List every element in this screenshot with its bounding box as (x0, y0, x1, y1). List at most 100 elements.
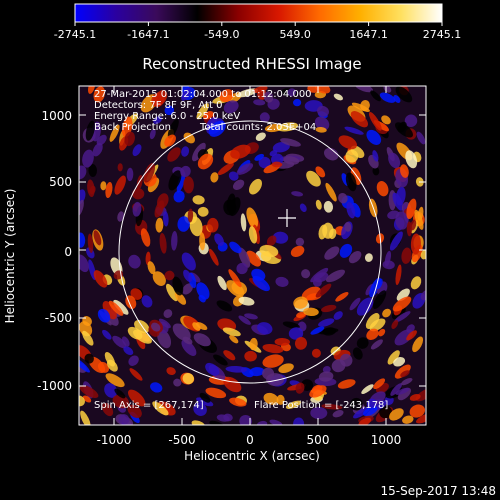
y-tick-label: 1000 (41, 109, 72, 123)
image-blob (409, 404, 426, 418)
image-blob (253, 99, 266, 106)
image-blob (82, 330, 94, 346)
image-blob (361, 384, 374, 394)
image-blob (332, 410, 344, 418)
image-blob (395, 122, 413, 138)
image-blob (372, 150, 379, 162)
image-blob (132, 144, 142, 157)
colorbar-tick-label: 2745.1 (423, 28, 462, 41)
image-blob (171, 231, 178, 251)
image-blob (417, 206, 424, 221)
image-blob (390, 383, 403, 396)
image-blob (193, 402, 207, 416)
image-blob (406, 198, 417, 220)
image-blob (181, 339, 197, 356)
image-blob (416, 412, 426, 424)
image-blob (126, 167, 134, 182)
image-blob (379, 405, 393, 419)
image-blob (196, 282, 210, 300)
image-blob (256, 420, 268, 425)
image-blob (335, 292, 349, 302)
image-blob (315, 126, 327, 133)
image-blob (370, 339, 383, 350)
image-blob (271, 161, 283, 168)
image-blob (366, 328, 379, 341)
image-blob (155, 217, 164, 233)
annotation-flare-position: Flare Position = [-243,178] (254, 400, 388, 411)
image-blob (394, 329, 414, 346)
image-blob (345, 172, 357, 192)
colorbar-tick-label: -1647.1 (127, 28, 169, 41)
image-blob (287, 88, 297, 97)
image-blob (416, 131, 426, 145)
image-blob (350, 111, 369, 128)
image-blob (388, 152, 401, 169)
image-blob (378, 328, 386, 337)
image-blob (183, 132, 195, 144)
image-blob (230, 144, 251, 159)
image-blob (153, 116, 163, 125)
image-blob (127, 404, 142, 418)
image-blob (166, 283, 178, 302)
image-blob (325, 182, 337, 202)
image-blob (381, 115, 391, 125)
image-blob (93, 270, 108, 288)
image-blob (195, 322, 208, 331)
image-blob (344, 222, 352, 232)
image-blob (269, 419, 283, 425)
annotation-spin-axis: Spin Axis = [267,174] (94, 400, 204, 411)
image-blob (249, 337, 258, 351)
image-blob (181, 252, 196, 271)
image-blob (321, 304, 337, 313)
image-blob (168, 170, 182, 191)
image-blob (389, 408, 404, 421)
x-tick-label: 1000 (371, 433, 402, 447)
image-blob (79, 165, 87, 180)
image-blob (167, 147, 181, 162)
image-blob (157, 401, 176, 416)
image-blob (85, 120, 95, 141)
image-blob (176, 171, 186, 193)
image-blob (182, 336, 193, 345)
image-blob (93, 86, 106, 103)
image-blob (151, 322, 161, 332)
image-blob (173, 190, 185, 203)
image-blob (152, 90, 168, 107)
image-blob (393, 357, 406, 367)
image-blob (346, 202, 356, 219)
image-blob (174, 291, 187, 305)
image-blob (317, 105, 329, 117)
image-blob (108, 300, 124, 316)
image-blob (187, 208, 194, 223)
colorbar (74, 3, 443, 23)
image-blob (128, 355, 139, 366)
flare-marker (278, 209, 296, 227)
image-blob (405, 150, 418, 169)
image-blob (394, 311, 411, 323)
image-blob (387, 350, 400, 365)
image-blob (140, 228, 151, 247)
image-blob (391, 320, 399, 329)
image-blob (315, 283, 332, 298)
image-blob (248, 226, 258, 244)
image-blob (164, 105, 175, 116)
image-blob (79, 385, 99, 398)
image-blob (232, 179, 245, 190)
image-blob (114, 388, 126, 399)
image-blob (199, 232, 206, 251)
image-blob (339, 243, 353, 258)
image-blob (82, 149, 94, 168)
image-blob (118, 414, 130, 425)
image-blob (259, 244, 279, 258)
image-blob (167, 118, 179, 139)
image-blob (383, 86, 392, 93)
image-blob (173, 378, 182, 387)
image-blob (114, 175, 126, 195)
image-blob (395, 86, 413, 103)
image-blob (257, 322, 273, 335)
image-blob (312, 277, 322, 287)
y-tick-label: 500 (49, 175, 72, 189)
image-blob (369, 318, 386, 332)
image-blob (274, 337, 290, 346)
image-blob (275, 276, 289, 287)
